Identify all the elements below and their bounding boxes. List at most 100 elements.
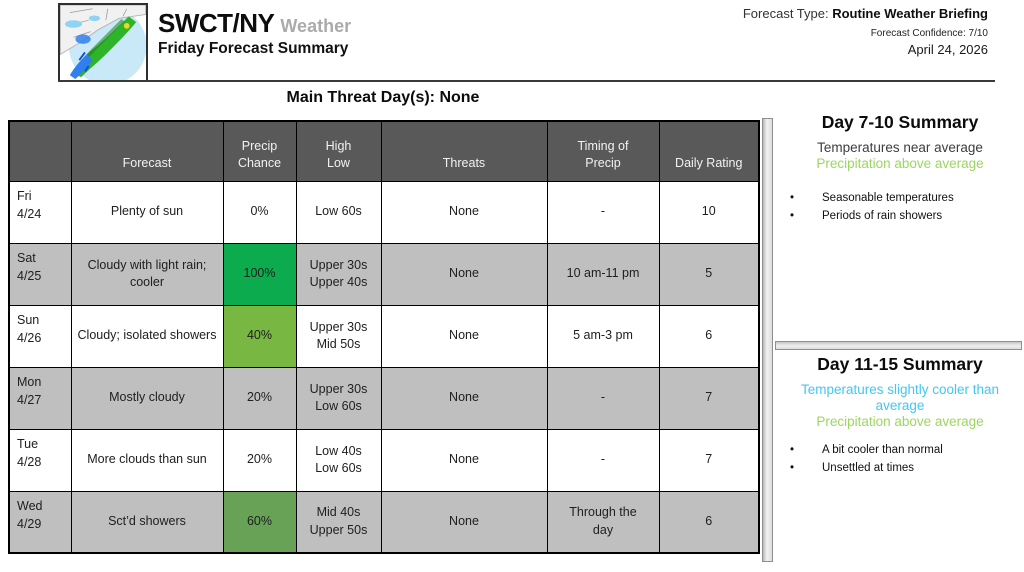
day-cell: Mon 4/27 <box>8 366 72 430</box>
daily-rating-cell: 10 <box>658 180 760 244</box>
main-threat-heading: Main Threat Day(s): None <box>286 89 480 106</box>
day-7-10-bullets: • Seasonable temperatures • Periods of rai… <box>778 190 1022 226</box>
col-header-high-low: High Low <box>295 120 382 182</box>
col-header-precip-chance: Precip Chance <box>222 120 297 182</box>
forecast-cell: Cloudy; isolated showers <box>70 304 224 368</box>
day-name: Fri <box>17 188 32 203</box>
summary-line: Temperatures slightly cooler than averag… <box>800 382 1000 413</box>
bullet-item: • Seasonable temperatures <box>778 190 1022 208</box>
high-low-cell: Upper 30s Mid 50s <box>295 304 382 368</box>
high-low-cell: Upper 30s Upper 40s <box>295 242 382 306</box>
forecast-table: Forecast Precip Chance High Low Threats … <box>8 120 760 554</box>
threats-cell: None <box>380 366 548 430</box>
forecast-cell: Mostly cloudy <box>70 366 224 430</box>
bullet-text: A bit cooler than normal <box>822 444 943 456</box>
day-cell: Fri 4/24 <box>8 180 72 244</box>
table-row-tue: Tue 4/28 More clouds than sun 20% Low 40s… <box>8 428 760 492</box>
col-header-forecast: Forecast <box>70 120 224 182</box>
day-date: 4/28 <box>17 454 42 469</box>
day-date: 4/26 <box>17 330 42 345</box>
bullet-icon: • <box>790 444 795 456</box>
brand-suffix: Weather <box>280 16 352 36</box>
day-date: 4/27 <box>17 392 42 407</box>
day-11-15-bullets: • A bit cooler than normal • Unsettled at … <box>778 442 1022 478</box>
forecast-confidence: Forecast Confidence: 7/10 <box>870 28 988 39</box>
table-row-sat: Sat 4/25 Cloudy with light rain; cooler 1… <box>8 242 760 306</box>
summary-lines: Temperatures near average Precipitation … <box>778 140 1022 172</box>
bullet-text: Seasonable temperatures <box>822 192 954 204</box>
day-date: 4/25 <box>17 268 42 283</box>
radar-map-image <box>60 5 146 80</box>
precip-chance-cell: 20% <box>222 428 297 492</box>
bullet-icon: • <box>790 461 795 474</box>
bullet-item: • Unsettled at times <box>778 460 1022 478</box>
precip-chance-cell: 20% <box>222 366 297 430</box>
summary-line: Temperatures near average <box>817 140 983 155</box>
threats-cell: None <box>380 242 548 306</box>
table-row-fri: Fri 4/24 Plenty of sun 0% Low 60s None - … <box>8 180 760 244</box>
high-low-cell: Low 60s <box>295 180 382 244</box>
page-title: Friday Forecast Summary <box>158 40 349 57</box>
summary-line: Precipitation above average <box>816 413 984 429</box>
timing-cell: - <box>546 428 660 492</box>
day-name: Wed <box>17 498 43 513</box>
bullet-text: Unsettled at times <box>822 461 915 474</box>
summary-title: Day 11-15 Summary <box>817 354 983 374</box>
vertical-scrollbar[interactable] <box>762 118 773 562</box>
header-divider <box>58 80 995 82</box>
table-row-sun: Sun 4/26 Cloudy; isolated showers 40% Upp… <box>8 304 760 368</box>
high-low-cell: Upper 30s Low 60s <box>295 366 382 430</box>
day-name: Sun <box>17 312 40 327</box>
day-date: 4/29 <box>17 516 42 531</box>
threats-cell: None <box>380 428 548 492</box>
threats-cell: None <box>380 304 548 368</box>
day-name: Tue <box>17 436 39 451</box>
forecast-cell: Cloudy with light rain; cooler <box>70 242 224 306</box>
radar-logo <box>58 3 148 82</box>
table-header-row: Forecast Precip Chance High Low Threats … <box>8 120 760 182</box>
day-date: 4/24 <box>17 206 42 221</box>
table-row-mon: Mon 4/27 Mostly cloudy 20% Upper 30s Low … <box>8 366 760 430</box>
day-7-10-summary: Day 7-10 Summary Temperatures near avera… <box>778 112 1022 172</box>
day-name: Mon <box>17 374 42 389</box>
daily-rating-cell: 7 <box>658 428 760 492</box>
forecast-type: Forecast Type: Routine Weather Briefing <box>743 6 988 21</box>
timing-cell: Through the day <box>546 490 660 554</box>
timing-cell: 5 am-3 pm <box>546 304 660 368</box>
bullet-icon: • <box>790 192 795 204</box>
forecast-type-label: Forecast Type: <box>742 6 833 21</box>
col-header-daily-rating: Daily Rating <box>658 120 760 182</box>
day-cell: Sun 4/26 <box>8 304 72 368</box>
forecast-cell: Plenty of sun <box>70 180 224 244</box>
precip-chance-cell: 100% <box>222 242 297 306</box>
timing-cell: - <box>546 366 660 430</box>
brand-name: SWCT/NY <box>158 8 275 38</box>
timing-cell: - <box>546 180 660 244</box>
day-name: Sat <box>17 250 36 265</box>
brand: SWCT/NY Weather <box>158 8 351 39</box>
precip-chance-cell: 60% <box>222 490 297 554</box>
col-header-timing: Timing of Precip <box>546 120 660 182</box>
forecast-cell: More clouds than sun <box>70 428 224 492</box>
section-divider-bar <box>775 341 1022 350</box>
table-row-wed: Wed 4/29 Sct’d showers 60% Mid 40s Upper … <box>8 490 760 554</box>
forecast-cell: Sct’d showers <box>70 490 224 554</box>
bullet-text: Periods of rain showers <box>822 209 943 222</box>
high-low-cell: Mid 40s Upper 50s <box>295 490 382 554</box>
daily-rating-cell: 5 <box>658 242 760 306</box>
bullet-item: • Periods of rain showers <box>778 208 1022 226</box>
summary-lines: Temperatures slightly cooler than averag… <box>778 382 1022 430</box>
day-cell: Sat 4/25 <box>8 242 72 306</box>
header-meta: Forecast Type: Routine Weather Briefing … <box>743 6 988 57</box>
timing-cell: 10 am-11 pm <box>546 242 660 306</box>
daily-rating-cell: 6 <box>658 490 760 554</box>
threats-cell: None <box>380 490 548 554</box>
bullet-icon: • <box>790 209 795 222</box>
forecast-type-value: Routine Weather Briefing <box>832 6 988 21</box>
threats-cell: None <box>380 180 548 244</box>
daily-rating-cell: 7 <box>658 366 760 430</box>
high-low-cell: Low 40s Low 60s <box>295 428 382 492</box>
day-cell: Wed 4/29 <box>8 490 72 554</box>
col-header-day <box>8 120 72 182</box>
precip-chance-cell: 0% <box>222 180 297 244</box>
